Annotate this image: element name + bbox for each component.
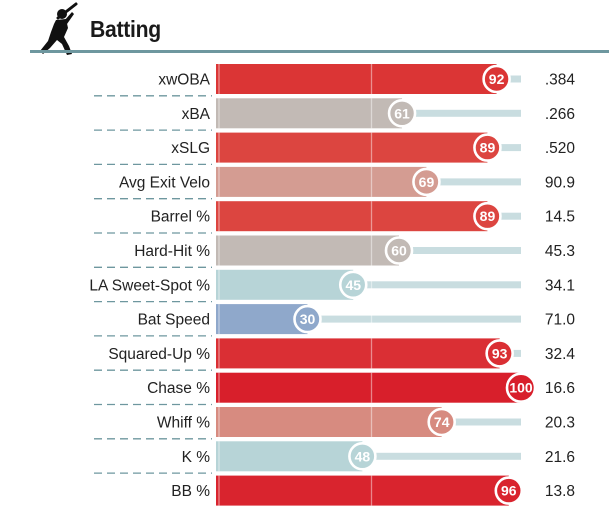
stat-value: 90.9 bbox=[545, 174, 575, 191]
percentile-marker bbox=[387, 99, 417, 128]
percentile-label: 74 bbox=[434, 414, 450, 430]
category-label: Bat Speed bbox=[138, 312, 210, 329]
percentile-label: 96 bbox=[501, 483, 517, 499]
percentile-marker bbox=[338, 270, 368, 300]
chart-title: Batting bbox=[90, 16, 161, 42]
category-label: xwOBA bbox=[158, 72, 210, 89]
stat-value: 16.6 bbox=[545, 380, 575, 397]
chart-header: Batting bbox=[0, 0, 609, 55]
category-label: K % bbox=[182, 449, 211, 466]
percentile-bar bbox=[216, 235, 399, 266]
category-label: LA Sweet-Spot % bbox=[89, 277, 210, 294]
stat-value: .520 bbox=[545, 140, 576, 157]
percentile-bar bbox=[216, 269, 354, 300]
percentile-bar bbox=[216, 338, 500, 369]
stat-value: 21.6 bbox=[545, 449, 575, 466]
bar-track bbox=[216, 315, 521, 323]
percentile-marker bbox=[384, 236, 414, 265]
percentile-marker bbox=[494, 476, 524, 505]
percentile-bar bbox=[216, 64, 497, 94]
percentile-bar bbox=[216, 407, 442, 437]
percentile-marker bbox=[412, 167, 441, 197]
category-label: Whiff % bbox=[157, 415, 210, 432]
percentile-bar bbox=[216, 304, 308, 335]
percentile-marker bbox=[427, 407, 457, 437]
percentile-label: 100 bbox=[509, 380, 533, 396]
stat-value: 13.8 bbox=[545, 483, 575, 500]
percentile-bar bbox=[216, 98, 403, 129]
header-rule bbox=[30, 50, 609, 53]
percentile-label: 61 bbox=[394, 105, 410, 121]
stat-value: 34.1 bbox=[545, 277, 575, 294]
percentile-label: 69 bbox=[419, 174, 435, 190]
stat-value: 32.4 bbox=[545, 346, 576, 363]
stat-value: .384 bbox=[545, 72, 576, 89]
percentile-marker bbox=[485, 339, 514, 368]
percentile-marker bbox=[348, 441, 377, 471]
percentile-bar bbox=[216, 475, 509, 506]
category-label: xBA bbox=[182, 106, 211, 123]
category-label: Avg Exit Velo bbox=[119, 174, 210, 191]
percentile-marker bbox=[482, 64, 511, 94]
percentile-bar bbox=[216, 166, 427, 197]
category-label: Squared-Up % bbox=[108, 346, 210, 363]
category-label: BB % bbox=[171, 483, 210, 500]
category-label: Hard-Hit % bbox=[134, 243, 210, 260]
percentile-marker bbox=[505, 372, 537, 404]
percentile-bar bbox=[216, 132, 488, 163]
percentile-label: 48 bbox=[355, 448, 371, 464]
stat-value: 71.0 bbox=[545, 312, 576, 329]
percentile-label: 93 bbox=[492, 345, 508, 361]
category-label: xSLG bbox=[171, 140, 210, 157]
percentile-marker bbox=[473, 133, 502, 162]
percentile-label: 30 bbox=[300, 311, 316, 327]
percentile-marker bbox=[473, 201, 502, 231]
stat-value: .266 bbox=[545, 106, 575, 123]
percentile-marker bbox=[293, 304, 322, 334]
percentile-label: 45 bbox=[345, 277, 361, 293]
category-label: Chase % bbox=[147, 380, 210, 397]
stat-value: 14.5 bbox=[545, 209, 575, 226]
category-label: Barrel % bbox=[151, 209, 211, 226]
percentile-bar bbox=[216, 201, 488, 232]
percentile-bar bbox=[216, 441, 363, 472]
batter-silhouette-icon bbox=[40, 2, 78, 55]
bar-track bbox=[216, 281, 521, 289]
percentile-label: 60 bbox=[391, 243, 407, 259]
stat-value: 20.3 bbox=[545, 415, 575, 432]
percentile-label: 89 bbox=[480, 208, 496, 224]
percentile-bar bbox=[216, 372, 521, 403]
percentile-label: 92 bbox=[489, 71, 505, 87]
stat-value: 45.3 bbox=[545, 243, 575, 260]
percentile-label: 89 bbox=[480, 140, 496, 156]
